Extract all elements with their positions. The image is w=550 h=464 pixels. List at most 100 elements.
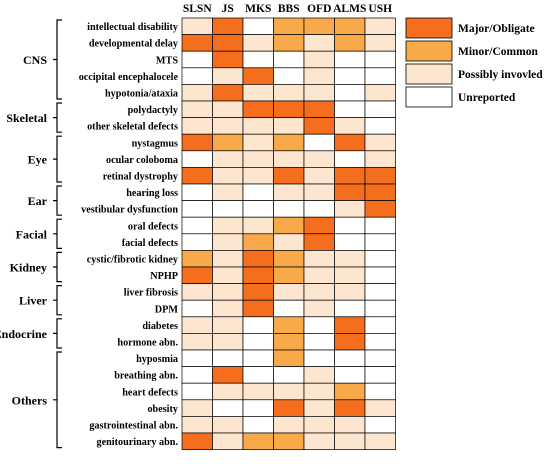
cell-alms-possibly-invovled <box>334 432 366 450</box>
group-bracket <box>53 185 62 216</box>
cell-js-possibly-invovled <box>212 250 244 268</box>
cell-bbs-unreported <box>273 299 305 318</box>
cell-js-possibly-invovled <box>212 283 244 301</box>
cell-mks-unreported <box>242 349 274 367</box>
cell-ofd-possibly-invovled <box>303 382 335 401</box>
cell-js-unreported <box>212 399 244 417</box>
cell-ofd-possibly-invovled <box>303 399 335 417</box>
cell-js-possibly-invovled <box>212 216 244 235</box>
cell-alms-minor <box>334 34 366 52</box>
cell-bbs-possibly-invovled <box>273 283 305 301</box>
cell-ush-possibly-invovled <box>364 432 396 450</box>
legend-swatch-unreported <box>405 86 453 108</box>
row-label: other skeletal defects <box>87 122 178 133</box>
cell-slsn-minor <box>181 250 213 268</box>
group-label-others: Others <box>12 393 48 407</box>
cell-alms-unreported <box>334 299 366 318</box>
cell-mks-possibly-invovled <box>242 84 274 102</box>
cell-ofd-unreported <box>303 333 335 351</box>
row-label: DPM <box>155 304 179 315</box>
cell-mks-unreported <box>242 366 274 384</box>
cell-mks-unreported <box>242 416 274 434</box>
cell-alms-unreported <box>334 50 366 69</box>
cell-slsn-unreported <box>181 366 213 384</box>
cell-ofd-unreported <box>303 200 335 218</box>
group-label-cns: CNS <box>23 53 47 67</box>
group-bracket <box>53 102 62 133</box>
cell-slsn-unreported <box>181 50 213 69</box>
cell-ofd-major <box>303 100 335 118</box>
row-label: genitourinary abn. <box>96 437 178 448</box>
cell-alms-possibly-invovled <box>334 266 366 284</box>
cell-alms-minor <box>334 382 366 401</box>
cell-ofd-minor <box>303 17 335 35</box>
cell-bbs-minor <box>273 17 305 35</box>
cell-js-major <box>212 366 244 384</box>
row-label: facial defects <box>122 238 178 249</box>
cell-bbs-minor <box>273 34 305 52</box>
cell-slsn-unreported <box>181 200 213 218</box>
column-header-bbs: BBS <box>278 3 300 15</box>
cell-slsn-possibly-invovled <box>181 117 213 135</box>
cell-ush-unreported <box>364 366 396 384</box>
group-label-eye: Eye <box>28 153 48 167</box>
cell-js-unreported <box>212 200 244 218</box>
cell-alms-unreported <box>334 366 366 384</box>
row-label: cystic/fibrotic kidney <box>87 255 178 266</box>
cell-bbs-unreported <box>273 366 305 384</box>
cell-mks-major <box>242 67 274 85</box>
cell-ofd-possibly-invovled <box>303 67 335 85</box>
cell-ofd-possibly-invovled <box>303 167 335 185</box>
cell-ofd-unreported <box>303 133 335 152</box>
cell-ofd-possibly-invovled <box>303 299 335 318</box>
cell-alms-major <box>334 183 366 201</box>
row-label: retinal dystrophy <box>103 172 178 183</box>
cell-ush-possibly-invovled <box>364 150 396 168</box>
cell-mks-possibly-invovled <box>242 167 274 185</box>
cell-js-unreported <box>212 349 244 367</box>
cell-slsn-unreported <box>181 233 213 251</box>
group-label-kidney: Kidney <box>10 261 47 275</box>
cell-bbs-major <box>273 399 305 417</box>
cell-ofd-unreported <box>303 349 335 367</box>
row-label: MTS <box>156 55 178 66</box>
cell-alms-possibly-invovled <box>334 283 366 301</box>
cell-bbs-minor <box>273 316 305 334</box>
cell-ofd-possibly-invovled <box>303 50 335 69</box>
cell-bbs-possibly-invovled <box>273 183 305 201</box>
cell-bbs-possibly-invovled <box>273 233 305 251</box>
group-bracket <box>53 285 62 316</box>
cell-mks-possibly-invovled <box>242 382 274 401</box>
cell-mks-major <box>242 266 274 284</box>
cell-ofd-possibly-invovled <box>303 250 335 268</box>
cell-alms-unreported <box>334 84 366 102</box>
cell-ush-possibly-invovled <box>364 399 396 417</box>
cell-alms-possibly-invovled <box>334 200 366 218</box>
row-label: obesity <box>147 404 178 415</box>
cell-mks-unreported <box>242 50 274 69</box>
cell-bbs-minor <box>273 432 305 450</box>
cell-ofd-possibly-invovled <box>303 183 335 201</box>
cell-alms-unreported <box>334 233 366 251</box>
legend-swatch-minor <box>405 40 453 62</box>
row-label: breathing abn. <box>114 371 178 382</box>
cell-slsn-major <box>181 432 213 450</box>
cell-slsn-major <box>181 167 213 185</box>
cell-mks-major <box>242 250 274 268</box>
cell-ofd-possibly-invovled <box>303 283 335 301</box>
cell-ush-possibly-invovled <box>364 133 396 152</box>
cell-ush-major <box>364 167 396 185</box>
cell-slsn-unreported <box>181 150 213 168</box>
cell-slsn-unreported <box>181 382 213 401</box>
legend-label: Possibly invovled <box>458 69 543 81</box>
cell-ush-unreported <box>364 333 396 351</box>
cell-ush-major <box>364 200 396 218</box>
group-bracket <box>53 19 62 100</box>
column-header-js: JS <box>222 3 234 15</box>
cell-alms-unreported <box>334 216 366 235</box>
row-label: occipital encephalocele <box>79 72 179 83</box>
cell-ofd-possibly-invovled <box>303 366 335 384</box>
cell-bbs-minor <box>273 216 305 235</box>
group-label-liver: Liver <box>19 294 48 308</box>
